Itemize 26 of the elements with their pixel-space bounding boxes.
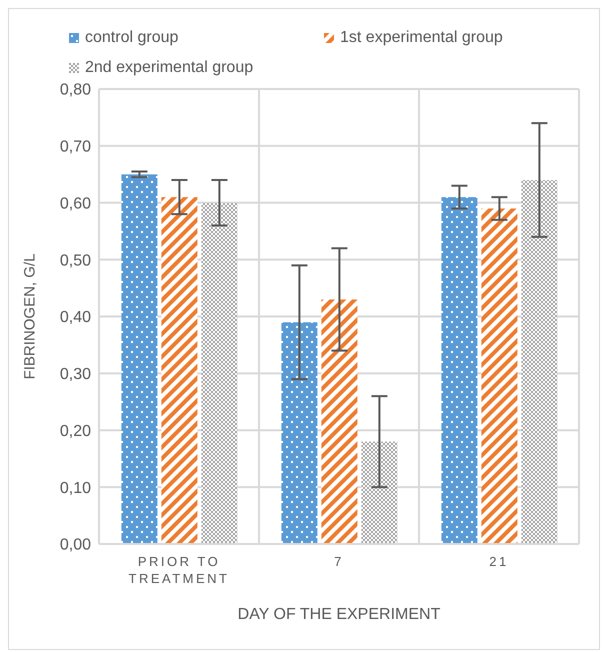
legend-label: control group	[85, 29, 178, 47]
y-tick-label: 0,50	[60, 252, 92, 270]
x-tick-label: PRIOR TO TREATMENT	[128, 554, 230, 586]
bar	[281, 322, 318, 544]
bar	[441, 197, 478, 544]
bar	[201, 202, 238, 544]
legend-label: 1st experimental group	[340, 29, 503, 47]
x-axis-title: DAY OF THE EXPERIMENT	[238, 606, 441, 623]
y-tick-label: 0,00	[60, 536, 92, 554]
bar	[121, 174, 158, 544]
legend-label: 2nd experimental group	[85, 59, 254, 77]
y-tick-label: 0,60	[60, 195, 92, 212]
bar	[521, 180, 558, 544]
bar	[481, 208, 518, 544]
y-tick-label: 0,10	[60, 480, 92, 497]
y-tick-label: 0,20	[60, 422, 92, 440]
y-tick-label: 0,80	[60, 82, 92, 99]
y-tick-label: 0,30	[60, 366, 92, 384]
x-tick-label: 21	[489, 554, 509, 569]
y-tick-label: 0,40	[60, 309, 92, 326]
y-axis-title: FIBRINOGEN, G/L	[21, 254, 38, 380]
bar	[361, 442, 398, 544]
y-tick-label: 0,70	[60, 138, 92, 156]
x-tick-label: 7	[334, 554, 344, 569]
bar	[161, 197, 198, 544]
bar	[321, 299, 358, 544]
